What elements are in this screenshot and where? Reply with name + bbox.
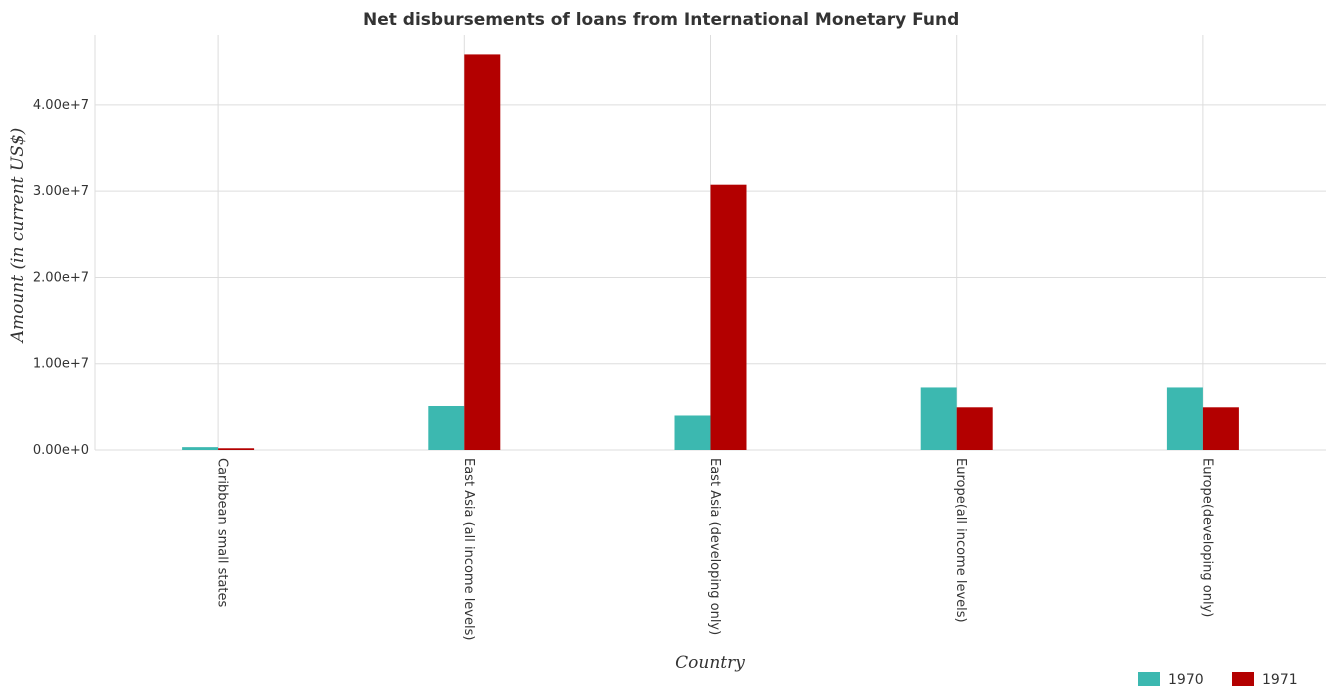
bar-1970-2	[674, 415, 711, 450]
legend: 1970 1971	[1138, 672, 1298, 688]
bar-1971-2	[710, 184, 747, 450]
y-tick-label: 3.00e+7	[33, 184, 89, 199]
y-tick-label: 4.00e+7	[33, 98, 89, 113]
x-tick-label: East Asia (developing only)	[707, 458, 722, 635]
bar-1971-0	[218, 448, 255, 450]
legend-label-1971: 1971	[1262, 672, 1298, 688]
bar-1970-4	[1166, 387, 1203, 450]
bar-1971-3	[956, 407, 993, 450]
x-axis-label: Country	[675, 653, 745, 673]
x-tick-label: East Asia (all income levels)	[461, 458, 476, 640]
legend-swatch-1970	[1138, 672, 1160, 686]
bar-1970-3	[920, 387, 957, 450]
y-tick-label: 2.00e+7	[33, 270, 89, 285]
bars	[182, 54, 1239, 450]
chart-title: Net disbursements of loans from Internat…	[363, 10, 959, 30]
x-axis-ticks: Caribbean small states East Asia (all inc…	[215, 458, 1215, 640]
x-tick-label: Caribbean small states	[215, 458, 230, 608]
x-tick-label: Europe(all income levels)	[953, 458, 968, 623]
y-axis-label: Amount (in current US$)	[8, 128, 28, 345]
bar-1970-0	[182, 447, 219, 450]
legend-swatch-1971	[1232, 672, 1254, 686]
bar-1971-1	[464, 54, 501, 450]
y-axis-ticks: 0.00e+0 1.00e+7 2.00e+7 3.00e+7 4.00e+7	[33, 98, 89, 458]
legend-label-1970: 1970	[1168, 672, 1204, 688]
y-tick-label: 1.00e+7	[33, 357, 89, 372]
bar-1971-4	[1202, 407, 1239, 450]
y-tick-label: 0.00e+0	[33, 443, 89, 458]
x-tick-label: Europe(developing only)	[1199, 458, 1214, 617]
bar-1970-1	[428, 405, 465, 450]
